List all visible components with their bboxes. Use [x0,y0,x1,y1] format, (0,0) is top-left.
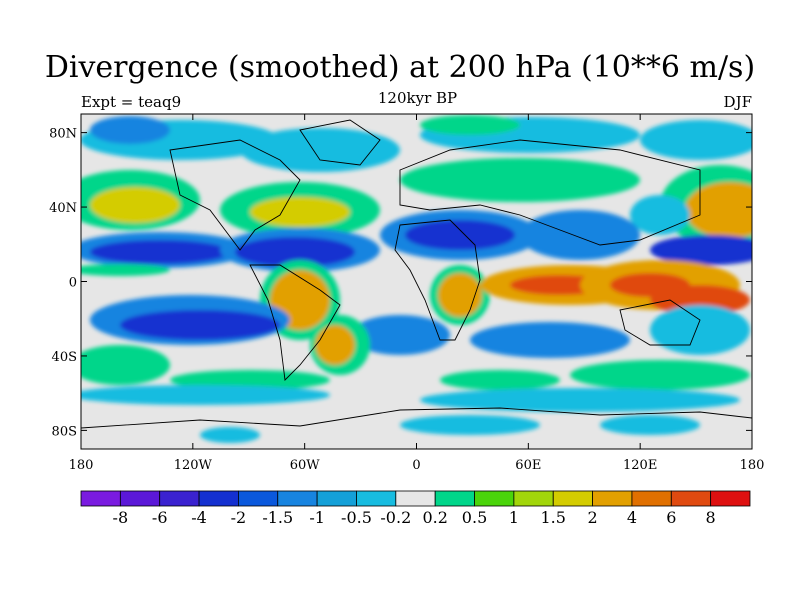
field-blob [350,315,450,355]
field-blob [650,285,750,315]
y-axis: 80N 40N 0 40S 80S [49,127,752,439]
field-blob [120,310,280,340]
contour-field [81,114,752,449]
field-blob [600,415,700,435]
x-tick-label: 0 [412,458,420,473]
colorbar-label: 8 [706,508,716,527]
colorbar-swatch [159,490,200,507]
colorbar-swatch [119,490,161,507]
colorbar-swatch [592,490,633,507]
x-tick-label: 120W [174,458,213,473]
field-blob [250,197,350,227]
field-blob [240,128,400,172]
field-blob [440,370,560,390]
field-blob [420,115,520,135]
experiment-label: Expt = teaq9 [81,93,182,111]
y-tick-label: 40S [52,350,77,365]
colorbar-swatch [395,490,436,507]
map-title: Divergence (smoothed) at 200 hPa (10**6 … [44,50,756,85]
colorbar-swatch [80,490,121,507]
field-blob [420,388,740,412]
colorbar-swatch [356,490,397,507]
field-blob [650,235,752,265]
colorbar-swatch [434,490,475,507]
colorbar-label: 1.5 [541,508,566,527]
colorbar-swatch [631,490,672,507]
field-blob [400,158,640,202]
field-blob [630,195,690,235]
x-tick-label: 60W [290,458,321,473]
x-tick-label: 180 [740,458,765,473]
field-blob [200,427,260,443]
colorbar-swatch [710,490,751,507]
colorbar-label: -0.5 [341,508,372,527]
field-blob [405,220,515,250]
x-tick-label: 120E [623,458,657,473]
y-tick-label: 80S [52,424,77,439]
colorbar-swatch [316,490,357,507]
colorbar-label: -8 [113,508,129,527]
field-blob [81,385,330,405]
colorbar-label: -1 [309,508,325,527]
field-blob [640,120,752,160]
period-label: 120kyr BP [377,89,458,107]
y-tick-label: 80N [49,127,77,142]
field-blob [520,210,640,260]
colorbar-swatch [198,490,239,507]
colorbar-label: -0.2 [380,508,411,527]
field-blob [90,187,180,223]
y-tick-label: 0 [69,276,77,291]
colorbar-swatch [277,490,318,507]
colorbar-label: -4 [191,508,207,527]
x-tick-label: 60E [515,458,541,473]
colorbar-swatch [238,490,279,507]
colorbar-label: 2 [587,508,597,527]
colorbar-label: -6 [152,508,168,527]
colorbar-swatch [474,490,515,507]
y-tick-label: 40N [49,201,77,216]
field-blob [90,240,230,264]
season-label: DJF [723,93,752,111]
field-blob [685,182,752,238]
field-blob [650,305,750,355]
colorbar-swatch [513,490,554,507]
colorbar: -8 -6 -4 -2 -1.5 -1 -0.5 -0.2 0.2 0.5 1 1.5 2 4 6 8 [80,490,751,527]
colorbar-label: 0.2 [422,508,447,527]
field-blob [570,360,750,390]
colorbar-label: -2 [231,508,247,527]
colorbar-swatch [552,490,593,507]
field-blob [470,322,630,358]
colorbar-swatch [670,490,712,507]
coastlines [81,119,752,429]
x-tick-label: 180 [69,458,94,473]
colorbar-label: 1 [509,508,519,527]
field-blob [235,237,355,267]
field-blob [400,415,540,435]
colorbar-label: 6 [666,508,676,527]
colorbar-label: -1.5 [262,508,293,527]
colorbar-label: 4 [627,508,637,527]
field-blob [81,345,170,385]
field-blob [315,325,355,365]
field-blob [90,116,170,144]
colorbar-label: 0.5 [462,508,487,527]
x-axis: 180 120W 60W 0 60E 120E 180 [69,114,765,473]
field-blob [81,264,170,276]
